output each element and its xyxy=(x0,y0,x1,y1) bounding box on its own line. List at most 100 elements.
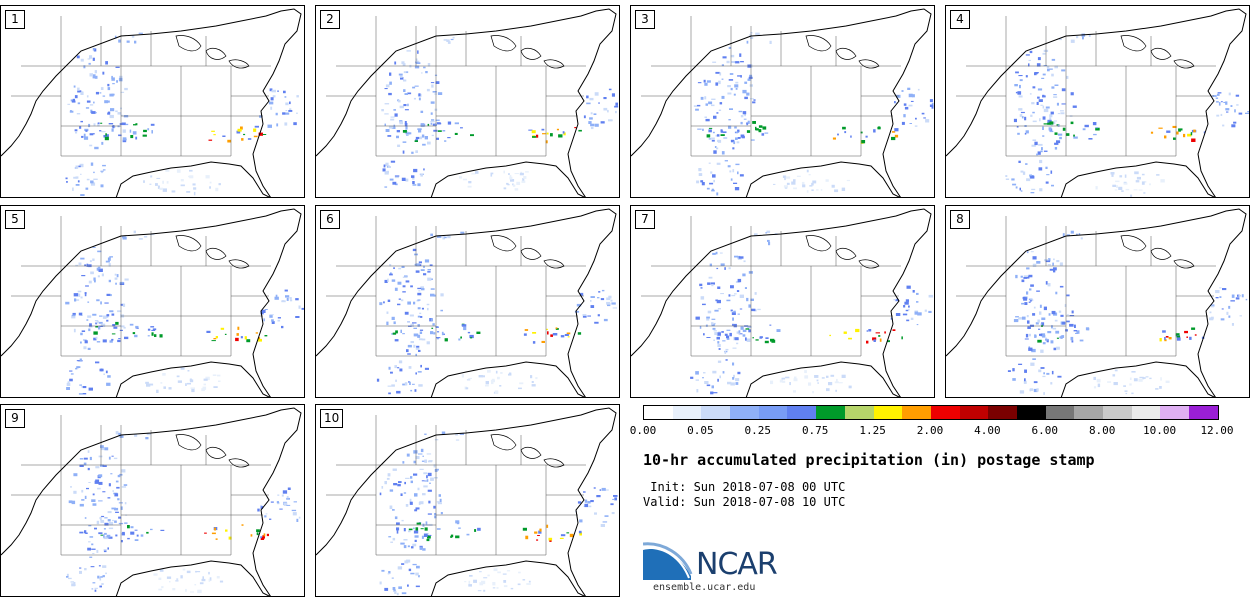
precip-cell xyxy=(690,376,694,379)
precip-cell xyxy=(295,298,299,301)
precip-cell xyxy=(298,516,301,519)
precip-cell xyxy=(1029,388,1034,391)
precip-cell xyxy=(264,515,267,518)
precip-cell xyxy=(784,178,786,181)
state-boundary xyxy=(435,116,496,157)
precip-cell xyxy=(466,533,470,536)
precip-cell xyxy=(404,121,407,125)
precip-cell xyxy=(418,575,420,578)
precip-cell xyxy=(444,338,448,342)
precip-cell xyxy=(84,292,87,295)
great-lakes xyxy=(1120,35,1195,69)
precip-cell xyxy=(95,466,100,469)
precip-cell xyxy=(891,131,896,133)
precip-cell xyxy=(728,119,731,121)
precip-cell xyxy=(447,41,451,44)
precip-cell xyxy=(866,340,869,344)
precip-cell xyxy=(430,293,435,297)
precip-cell xyxy=(1073,136,1078,139)
precip-cell xyxy=(728,294,731,297)
precip-cell xyxy=(733,310,736,313)
precip-cell xyxy=(257,508,260,512)
precip-cell xyxy=(1053,268,1056,273)
precip-cell xyxy=(1173,137,1176,140)
precip-cell xyxy=(460,231,465,234)
precip-cell xyxy=(193,191,196,196)
precip-cell xyxy=(88,541,91,543)
precip-cell xyxy=(407,344,412,348)
precip-cell xyxy=(566,332,571,335)
precip-cell xyxy=(711,318,716,320)
precip-cell xyxy=(820,189,823,191)
precip-cell xyxy=(1054,132,1058,135)
precip-cell xyxy=(405,504,409,507)
precip-cell xyxy=(1038,167,1043,171)
precip-cell xyxy=(282,112,286,115)
precip-cell xyxy=(122,236,127,240)
precip-cell xyxy=(590,500,594,503)
precip-cell xyxy=(1043,108,1049,113)
precip-cell xyxy=(536,539,539,541)
precip-cell xyxy=(702,128,704,131)
precip-cell xyxy=(115,431,119,435)
precip-cell xyxy=(754,292,757,295)
precip-cell xyxy=(1049,130,1054,133)
precip-cell xyxy=(1052,121,1056,125)
precip-cell xyxy=(425,71,428,74)
precip-cell xyxy=(120,540,123,543)
precip-cell xyxy=(1057,133,1063,136)
precip-cell xyxy=(850,135,852,138)
precip-cell xyxy=(750,32,753,34)
precip-cell xyxy=(745,328,750,330)
precip-cell xyxy=(1231,124,1236,128)
precip-cell xyxy=(754,233,758,236)
precip-cell xyxy=(120,303,124,306)
precip-cell xyxy=(274,296,279,300)
precip-cell xyxy=(1223,101,1227,103)
precip-cell xyxy=(243,133,246,136)
precip-cell xyxy=(1235,94,1240,97)
precip-cell xyxy=(1032,263,1037,267)
precip-cell xyxy=(465,387,469,390)
precip-cell xyxy=(397,303,401,306)
precip-cell xyxy=(1088,35,1091,37)
precip-cell xyxy=(1038,369,1042,373)
precip-cell xyxy=(716,267,719,270)
precip-cell xyxy=(1164,339,1167,342)
precip-cell xyxy=(487,574,490,577)
precip-cell xyxy=(209,181,212,184)
precip-cell xyxy=(87,547,91,551)
precip-cell xyxy=(729,108,733,110)
precip-cell xyxy=(704,381,709,384)
precip-cell xyxy=(1066,234,1070,237)
precip-cell xyxy=(85,187,89,190)
precip-cell xyxy=(825,179,829,182)
precip-cell xyxy=(454,122,459,125)
precip-cell xyxy=(537,535,540,536)
precip-cell xyxy=(1055,330,1060,334)
precip-cell xyxy=(713,150,717,154)
precip-cell xyxy=(91,588,94,590)
precip-cell xyxy=(83,136,89,140)
precip-cell xyxy=(559,537,564,539)
precip-cell xyxy=(187,370,190,372)
precip-cell xyxy=(708,276,713,279)
precip-cell xyxy=(509,174,512,178)
precip-cell xyxy=(415,347,420,350)
precip-cell xyxy=(1055,291,1058,295)
precip-cell xyxy=(402,461,405,464)
precip-cell xyxy=(105,61,108,65)
precip-cell xyxy=(811,189,814,191)
precip-cell xyxy=(217,374,221,377)
state-boundary xyxy=(375,326,436,357)
precip-cell xyxy=(84,517,87,519)
colorbar-tick-label: 12.00 xyxy=(1200,424,1234,437)
precip-cell xyxy=(550,334,553,337)
precip-cell xyxy=(398,100,401,103)
precip-cell xyxy=(894,134,899,138)
precip-cell xyxy=(902,313,908,316)
precip-cell xyxy=(708,127,713,129)
precip-cell xyxy=(189,175,194,179)
precip-cell xyxy=(71,314,76,317)
precip-cell xyxy=(726,60,730,64)
